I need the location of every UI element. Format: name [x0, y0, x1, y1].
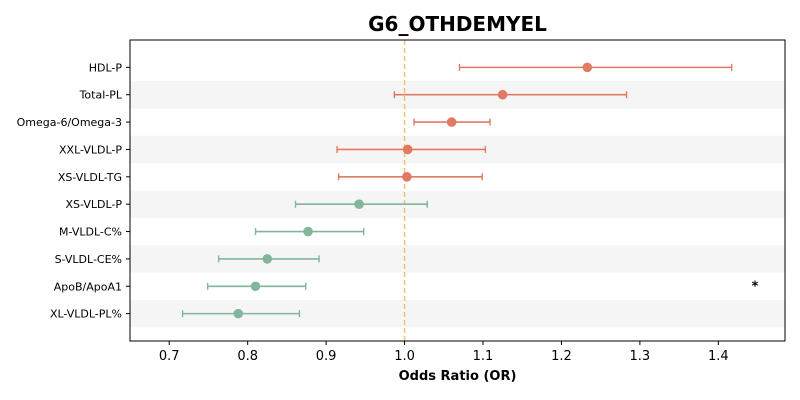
- point-estimate: [250, 281, 261, 292]
- y-tick-label: Omega-6/Omega-3: [17, 116, 122, 129]
- x-axis-ticks: 0.7 0.8 0.9 1.0 1.1 1.2 1.3 1.4: [159, 341, 729, 364]
- point-estimate: [402, 172, 412, 182]
- x-axis-label: Odds Ratio (OR): [399, 369, 517, 384]
- point-estimate: [233, 308, 244, 319]
- point-estimate: [262, 254, 273, 264]
- y-tick-label: HDL-P: [89, 61, 123, 74]
- y-tick-label: Total-PL: [79, 89, 123, 102]
- point-estimate: [354, 199, 364, 209]
- y-axis-labels: HDL-P Total-PL Omega-6/Omega-3 XXL-VLDL-P XS…: [17, 61, 130, 321]
- x-tick-label: 0.9: [316, 349, 337, 364]
- y-tick-label: XXL-VLDL-P: [59, 143, 122, 156]
- y-tick-label: XL-VLDL-PL%: [50, 308, 122, 321]
- estimate-row: [217, 254, 320, 264]
- chart-title: G6_OTHDEMYEL: [368, 12, 547, 36]
- x-tick-label: 0.7: [159, 349, 180, 364]
- estimate-row: [337, 172, 483, 182]
- x-tick-label: 1.4: [708, 349, 729, 364]
- point-estimate: [402, 144, 413, 155]
- y-tick-label: M-VLDL-C%: [59, 226, 122, 239]
- point-estimate: [497, 89, 508, 100]
- estimate-row: [181, 308, 301, 319]
- point-estimate: [303, 226, 313, 237]
- estimate-row: [393, 89, 628, 100]
- y-tick-label: ApoB/ApoA1: [54, 280, 122, 293]
- estimate-row: [413, 117, 491, 127]
- row-bands: [130, 81, 785, 328]
- point-estimate: [446, 117, 457, 127]
- estimate-row: [458, 62, 733, 73]
- y-tick-label: S-VLDL-CE%: [55, 253, 122, 266]
- estimates: *: [181, 62, 759, 319]
- point-estimate: [582, 62, 593, 73]
- estimate-row: *: [206, 279, 759, 294]
- estimate-row: [294, 199, 428, 209]
- plot-frame: [129, 39, 786, 342]
- y-tick-label: XS-VLDL-P: [65, 198, 122, 211]
- row-band: [130, 190, 785, 218]
- x-tick-label: 1.1: [473, 349, 494, 364]
- y-tick-label: XS-VLDL-TG: [58, 171, 122, 184]
- x-tick-label: 1.3: [630, 349, 651, 364]
- estimate-row: [254, 226, 365, 237]
- x-tick-label: 1.0: [394, 349, 415, 364]
- estimate-row: [336, 144, 487, 155]
- x-tick-label: 0.8: [237, 349, 258, 364]
- significance-marker: *: [752, 279, 759, 294]
- x-tick-label: 1.2: [551, 349, 572, 364]
